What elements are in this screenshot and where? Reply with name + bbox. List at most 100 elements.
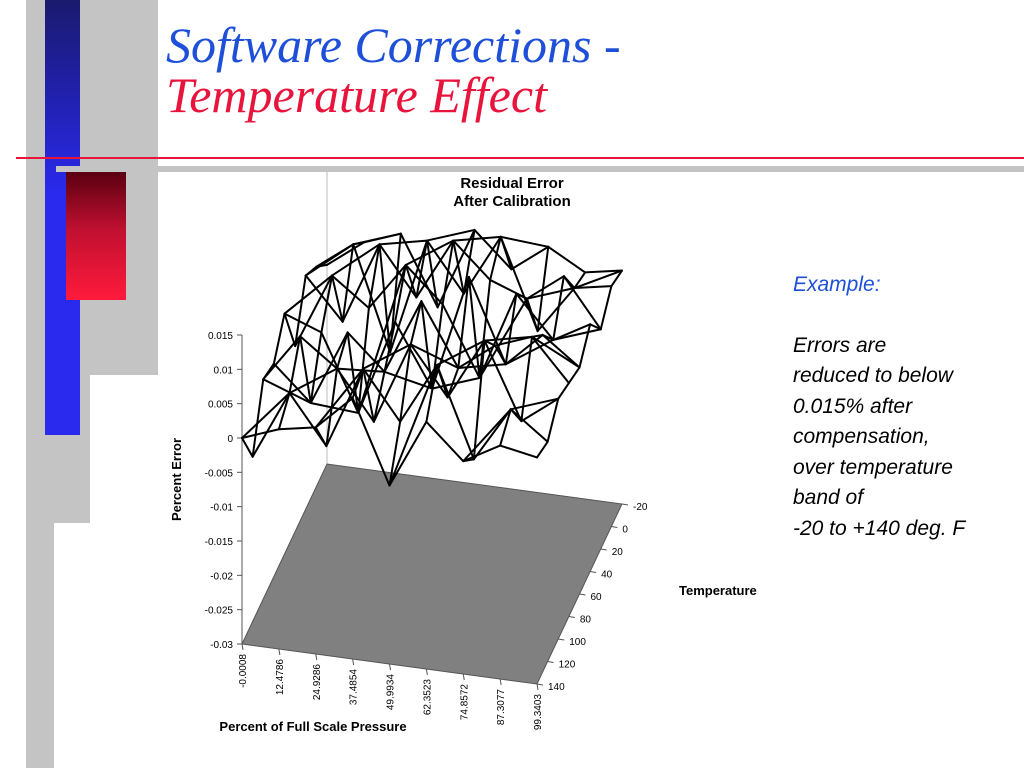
surface-line <box>452 235 502 242</box>
surface-line <box>504 338 555 366</box>
title-line-1: Software Corrections - <box>166 17 621 73</box>
y-tick-mark <box>558 638 565 641</box>
x-tick-label: 49.9934 <box>386 674 397 711</box>
surface-line <box>425 420 465 463</box>
y-tick-mark <box>536 683 544 686</box>
y-tick-mark <box>621 503 629 506</box>
surface-line <box>426 228 476 242</box>
surface-line <box>536 287 576 333</box>
example-line: over temperature <box>793 455 953 479</box>
surface-line <box>431 303 444 390</box>
x-tick-label: 74.8572 <box>459 684 470 721</box>
surface-line <box>309 401 360 414</box>
surface-line <box>536 440 549 459</box>
surface-line <box>504 292 518 366</box>
surface-line <box>299 335 312 404</box>
surface-line <box>326 241 365 266</box>
surface-line <box>489 278 528 300</box>
surface-line <box>515 292 555 341</box>
surface-line <box>467 275 481 379</box>
surface-line <box>478 278 492 379</box>
y-tick-label: 60 <box>591 592 603 603</box>
surface-line <box>573 285 613 290</box>
surface-line <box>241 428 280 439</box>
x-tick-mark <box>278 648 281 656</box>
surface-line <box>288 392 328 448</box>
surface-line <box>599 285 613 331</box>
z-axis-label: Percent Error <box>169 438 184 521</box>
surface-line <box>283 274 333 315</box>
y-tick-label: -20 <box>633 502 648 513</box>
surface-line <box>494 335 533 347</box>
surface-line <box>309 331 349 404</box>
surface-line <box>499 235 513 271</box>
x-tick-label: 99.3403 <box>533 694 544 731</box>
surface-line <box>362 232 402 244</box>
surface-line <box>251 378 265 458</box>
slide-title: Software Corrections - Temperature Effec… <box>166 20 621 120</box>
surface-line <box>341 243 381 323</box>
surface-line <box>431 275 470 390</box>
z-tick-label: -0.02 <box>210 571 233 582</box>
surface-line <box>557 382 570 400</box>
surface-line <box>536 245 550 333</box>
surface-line <box>457 275 470 370</box>
surface-line <box>315 243 355 268</box>
y-tick-label: 120 <box>559 660 576 671</box>
surface-line <box>309 331 323 404</box>
surface-line <box>404 263 418 299</box>
x-tick-label: 62.3523 <box>422 679 433 716</box>
surface-line <box>378 239 428 246</box>
surface-line <box>415 239 455 299</box>
surface-line <box>388 420 402 487</box>
surface-line <box>510 245 550 271</box>
surface-line <box>546 397 560 443</box>
y-tick-label: 80 <box>580 615 592 626</box>
example-line: -20 to +140 deg. F <box>793 516 966 540</box>
surface-line <box>294 274 333 348</box>
surface-line <box>478 297 528 379</box>
surface-line <box>378 243 392 354</box>
x-tick-mark <box>389 663 391 671</box>
surface-line <box>304 274 344 323</box>
surface-line <box>336 331 349 370</box>
surface-line <box>251 392 291 458</box>
surface-line <box>399 232 439 309</box>
surface-line <box>489 235 502 281</box>
surface-line <box>504 333 544 366</box>
surface-line <box>462 228 476 295</box>
surface-line <box>383 370 433 390</box>
surface-line <box>441 303 481 379</box>
z-tick-label: 0 <box>227 434 233 445</box>
surface-line <box>531 335 581 369</box>
surface-line <box>394 320 433 390</box>
surface-line <box>436 228 476 309</box>
x-tick-mark <box>315 653 318 661</box>
y-axis-label: Temperature <box>679 583 757 598</box>
chart-title-line: Residual Error <box>460 175 564 192</box>
surface-line <box>567 366 581 385</box>
surface-line <box>472 339 486 461</box>
x-axis-label: Percent of Full Scale Pressure <box>219 719 406 734</box>
y-tick-mark <box>590 571 597 573</box>
surface-line <box>446 339 486 399</box>
z-tick-label: 0.01 <box>214 365 234 376</box>
z-tick-label: -0.01 <box>210 503 233 514</box>
surface-line <box>272 362 312 404</box>
y-tick-mark <box>579 593 586 596</box>
surface-line <box>426 239 465 295</box>
x-tick-mark <box>352 658 355 666</box>
title-line-2: Temperature Effect <box>166 67 547 123</box>
y-tick-label: 40 <box>601 570 613 581</box>
surface-line <box>389 239 428 354</box>
x-tick-label: 12.4786 <box>275 659 286 696</box>
z-tick-label: 0.015 <box>208 331 233 342</box>
surface-line <box>277 426 317 431</box>
surface-line <box>426 239 439 309</box>
surface-line <box>331 243 381 277</box>
z-tick-label: 0.005 <box>208 400 233 411</box>
surface-line <box>520 397 560 423</box>
z-tick-label: -0.025 <box>205 606 234 617</box>
x-tick-mark <box>425 668 428 676</box>
surface-line <box>509 397 560 411</box>
